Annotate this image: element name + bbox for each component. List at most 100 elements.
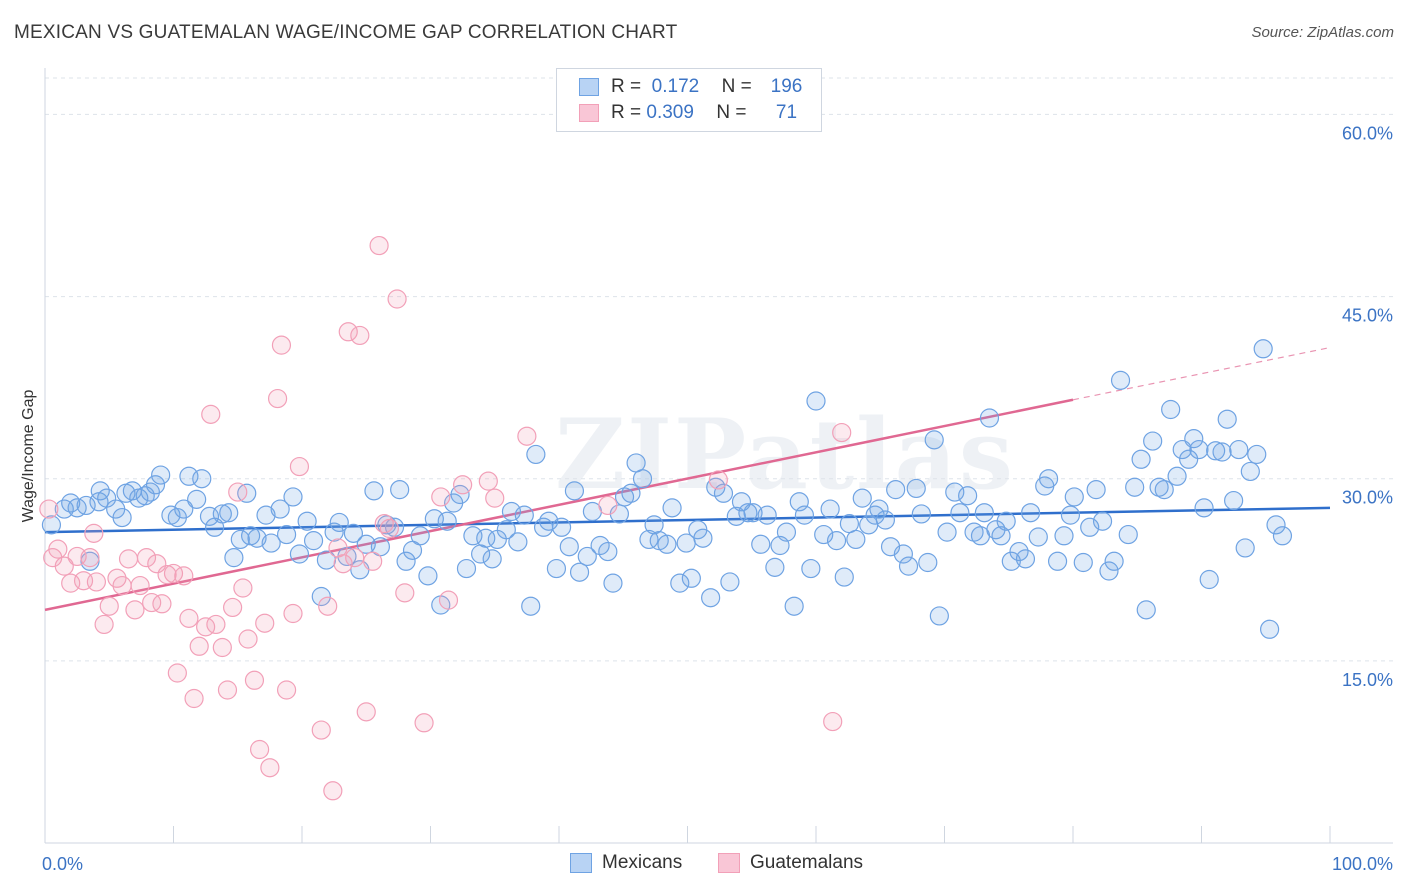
point-guatemalans <box>238 629 258 649</box>
point-mexicans <box>852 488 872 508</box>
point-mexicans <box>526 444 546 465</box>
point-mexicans <box>1092 511 1113 531</box>
point-guatemalans <box>255 613 275 633</box>
point-mexicans <box>1136 600 1156 620</box>
point-mexicans <box>979 408 1000 428</box>
trend-line-guatemalans-extension <box>1072 346 1331 401</box>
point-mexicans <box>1247 444 1267 465</box>
point-guatemalans <box>212 637 232 658</box>
point-mexicans <box>1149 477 1169 497</box>
x-tick-label: 100.0% <box>1332 854 1393 874</box>
point-mexicans <box>496 520 516 540</box>
point-mexicans <box>329 512 349 533</box>
point-mexicans <box>1038 469 1059 489</box>
axes <box>44 68 1393 844</box>
y-tick-label: 45.0% <box>1342 306 1393 326</box>
point-mexicans <box>521 596 541 616</box>
bottom-legend-label: Mexicans <box>602 852 683 873</box>
point-mexicans <box>1125 477 1145 497</box>
legend-n-label: N = <box>721 76 752 97</box>
point-mexicans <box>1131 449 1151 469</box>
legend-r-label: R = <box>611 76 642 97</box>
point-guatemalans <box>201 404 221 424</box>
point-guatemalans <box>289 456 310 477</box>
y-axis-label: Wage/Income Gap <box>20 390 37 523</box>
point-mexicans <box>418 566 438 586</box>
y-tick-label: 30.0% <box>1342 488 1393 508</box>
point-guatemalans <box>228 482 248 502</box>
point-mexicans <box>437 511 457 531</box>
point-guatemalans <box>271 335 292 355</box>
point-mexicans <box>1194 498 1214 518</box>
point-mexicans <box>743 503 763 523</box>
trend-line-mexicans <box>44 506 1331 534</box>
point-guatemalans <box>112 575 132 596</box>
point-mexicans <box>875 510 895 530</box>
point-mexicans <box>693 528 713 548</box>
trend-line-guatemalans <box>44 398 1074 612</box>
point-mexicans <box>1179 449 1199 469</box>
point-guatemalans <box>598 495 618 516</box>
point-mexicans <box>958 486 978 506</box>
point-guatemalans <box>152 594 172 614</box>
point-guatemalans <box>318 596 338 616</box>
legend-r-label: R = <box>611 102 642 123</box>
chart-title: MEXICAN VS GUATEMALAN WAGE/INCOME GAP CO… <box>14 22 678 43</box>
point-guatemalans <box>179 608 199 628</box>
point-mexicans <box>508 532 528 552</box>
point-mexicans <box>1229 439 1249 460</box>
point-mexicans <box>283 487 303 507</box>
point-mexicans <box>834 567 854 587</box>
point-mexicans <box>396 551 416 571</box>
point-mexicans <box>1224 490 1244 511</box>
point-mexicans <box>145 475 166 495</box>
point-guatemalans <box>338 322 358 342</box>
point-guatemalans <box>395 583 415 603</box>
x-tick-label: 0.0% <box>42 854 83 874</box>
legend-r-value: 0.309 <box>646 102 694 123</box>
point-mexicans <box>918 552 938 573</box>
point-mexicans <box>701 588 721 608</box>
point-mexicans <box>1020 503 1041 523</box>
legend-swatch-pink <box>579 104 599 122</box>
point-mexicans <box>950 503 970 523</box>
point-mexicans <box>224 548 244 568</box>
point-mexicans <box>1009 541 1029 562</box>
point-mexicans <box>886 480 906 500</box>
point-mexicans <box>924 430 944 450</box>
point-mexicans <box>41 515 62 535</box>
point-mexicans <box>776 522 797 542</box>
point-mexicans <box>974 503 994 523</box>
point-mexicans <box>1099 561 1119 581</box>
point-mexicans <box>765 557 785 577</box>
point-guatemalans <box>267 388 288 409</box>
point-mexicans <box>1060 505 1081 525</box>
point-mexicans <box>826 531 847 551</box>
point-mexicans <box>1104 551 1124 571</box>
point-mexicans <box>1143 431 1163 451</box>
point-mexicans <box>1001 551 1021 571</box>
point-mexicans <box>151 465 171 485</box>
point-guatemalans <box>453 475 473 495</box>
point-guatemalans <box>485 488 505 508</box>
point-mexicans <box>311 586 331 607</box>
point-mexicans <box>90 481 110 501</box>
point-mexicans <box>289 544 310 564</box>
point-guatemalans <box>244 670 265 690</box>
trend-lines <box>44 346 1331 612</box>
bottom-swatch-pink <box>718 853 740 873</box>
point-mexicans <box>590 535 610 556</box>
point-mexicans <box>720 572 740 592</box>
point-mexicans <box>297 511 317 531</box>
point-guatemalans <box>130 575 150 596</box>
point-guatemalans <box>438 590 459 610</box>
point-guatemalans <box>323 781 343 801</box>
point-mexicans <box>1240 461 1260 482</box>
point-guatemalans <box>350 325 370 346</box>
point-guatemalans <box>142 592 162 613</box>
tick-labels: 15.0% 30.0% 45.0% 60.0% 0.0% 100.0% <box>42 123 1393 874</box>
data-points <box>39 235 1293 801</box>
point-guatemalans <box>517 426 537 446</box>
point-mexicans <box>1064 487 1084 507</box>
point-mexicans <box>276 524 297 545</box>
